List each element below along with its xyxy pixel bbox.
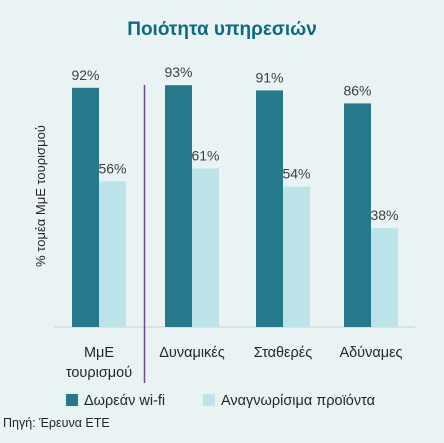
category-label-3: Αδύναμες <box>339 345 402 361</box>
category-label-0-line1: τουρισμού <box>66 365 132 381</box>
data-label-products-3: 38% <box>370 207 398 223</box>
legend-swatch-wifi <box>66 394 78 406</box>
bar-products-3 <box>371 228 398 327</box>
bar-wifi-2 <box>256 90 283 328</box>
bar-wifi-1 <box>165 85 192 327</box>
category-label-1: Δυναμικές <box>159 345 225 361</box>
source-note: Πηγή: Έρευνα ΕΤΕ <box>3 416 110 430</box>
data-label-wifi-2: 91% <box>255 69 283 85</box>
legend: Δωρεάν wi-fi Αναγνωρίσιμα προϊόντα <box>66 393 375 409</box>
y-axis-label: % τομέα ΜμΕ τουρισμού <box>33 125 48 267</box>
bars-layer <box>54 85 415 383</box>
category-labels-layer: ΜμΕ τουρισμού Δυναμικές Σταθερές Αδύναμες <box>66 345 403 381</box>
data-labels-layer: 92% 56% 93% 61% 91% 54% 86% 38% <box>71 64 398 223</box>
bar-wifi-0 <box>72 87 99 327</box>
bar-products-2 <box>283 186 310 327</box>
data-label-wifi-1: 93% <box>164 64 192 80</box>
data-label-wifi-3: 86% <box>343 82 371 98</box>
legend-label-products: Αναγνωρίσιμα προϊόντα <box>221 393 375 409</box>
bar-wifi-3 <box>344 103 371 328</box>
category-label-2: Σταθερές <box>254 345 312 361</box>
legend-swatch-products <box>203 394 215 406</box>
bar-products-1 <box>192 168 219 327</box>
data-label-products-2: 54% <box>282 166 310 182</box>
category-label-0-line0: ΜμΕ <box>84 345 114 361</box>
data-label-products-0: 56% <box>98 160 126 176</box>
data-label-products-1: 61% <box>191 147 219 163</box>
data-label-wifi-0: 92% <box>71 67 99 83</box>
legend-label-wifi: Δωρεάν wi-fi <box>84 393 165 409</box>
chart-title: Ποιότητα υπηρεσιών <box>127 19 317 40</box>
bar-products-0 <box>99 181 126 327</box>
